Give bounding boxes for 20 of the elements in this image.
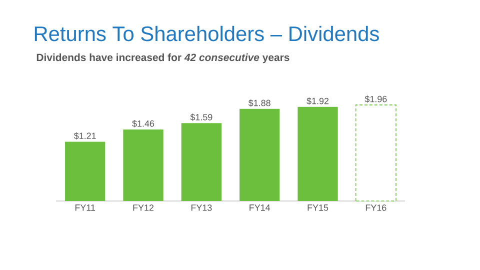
bar <box>181 123 222 201</box>
bar <box>240 108 280 201</box>
data-label: $1.92 <box>306 97 329 105</box>
bar <box>65 142 106 201</box>
x-tick-label: FY16 <box>366 204 386 211</box>
data-label: $1.88 <box>248 99 270 107</box>
data-label: $1.46 <box>132 120 154 128</box>
x-tick-label: FY12 <box>133 204 154 211</box>
bar <box>298 106 338 201</box>
data-label: $1.96 <box>364 96 387 103</box>
x-tick-label: FY15 <box>308 204 328 211</box>
x-tick-label: FY13 <box>191 204 212 211</box>
x-tick-label: FY11 <box>75 204 96 211</box>
data-label: $1.21 <box>74 132 96 140</box>
chart-title: Returns To Shareholders – Dividends <box>34 26 379 42</box>
bar <box>123 129 164 201</box>
chart-subtitle: Dividends have increased for 42 consecutive years <box>36 53 290 64</box>
data-label: $1.59 <box>190 114 212 121</box>
bar <box>355 104 396 202</box>
x-tick-label: FY14 <box>250 204 270 211</box>
